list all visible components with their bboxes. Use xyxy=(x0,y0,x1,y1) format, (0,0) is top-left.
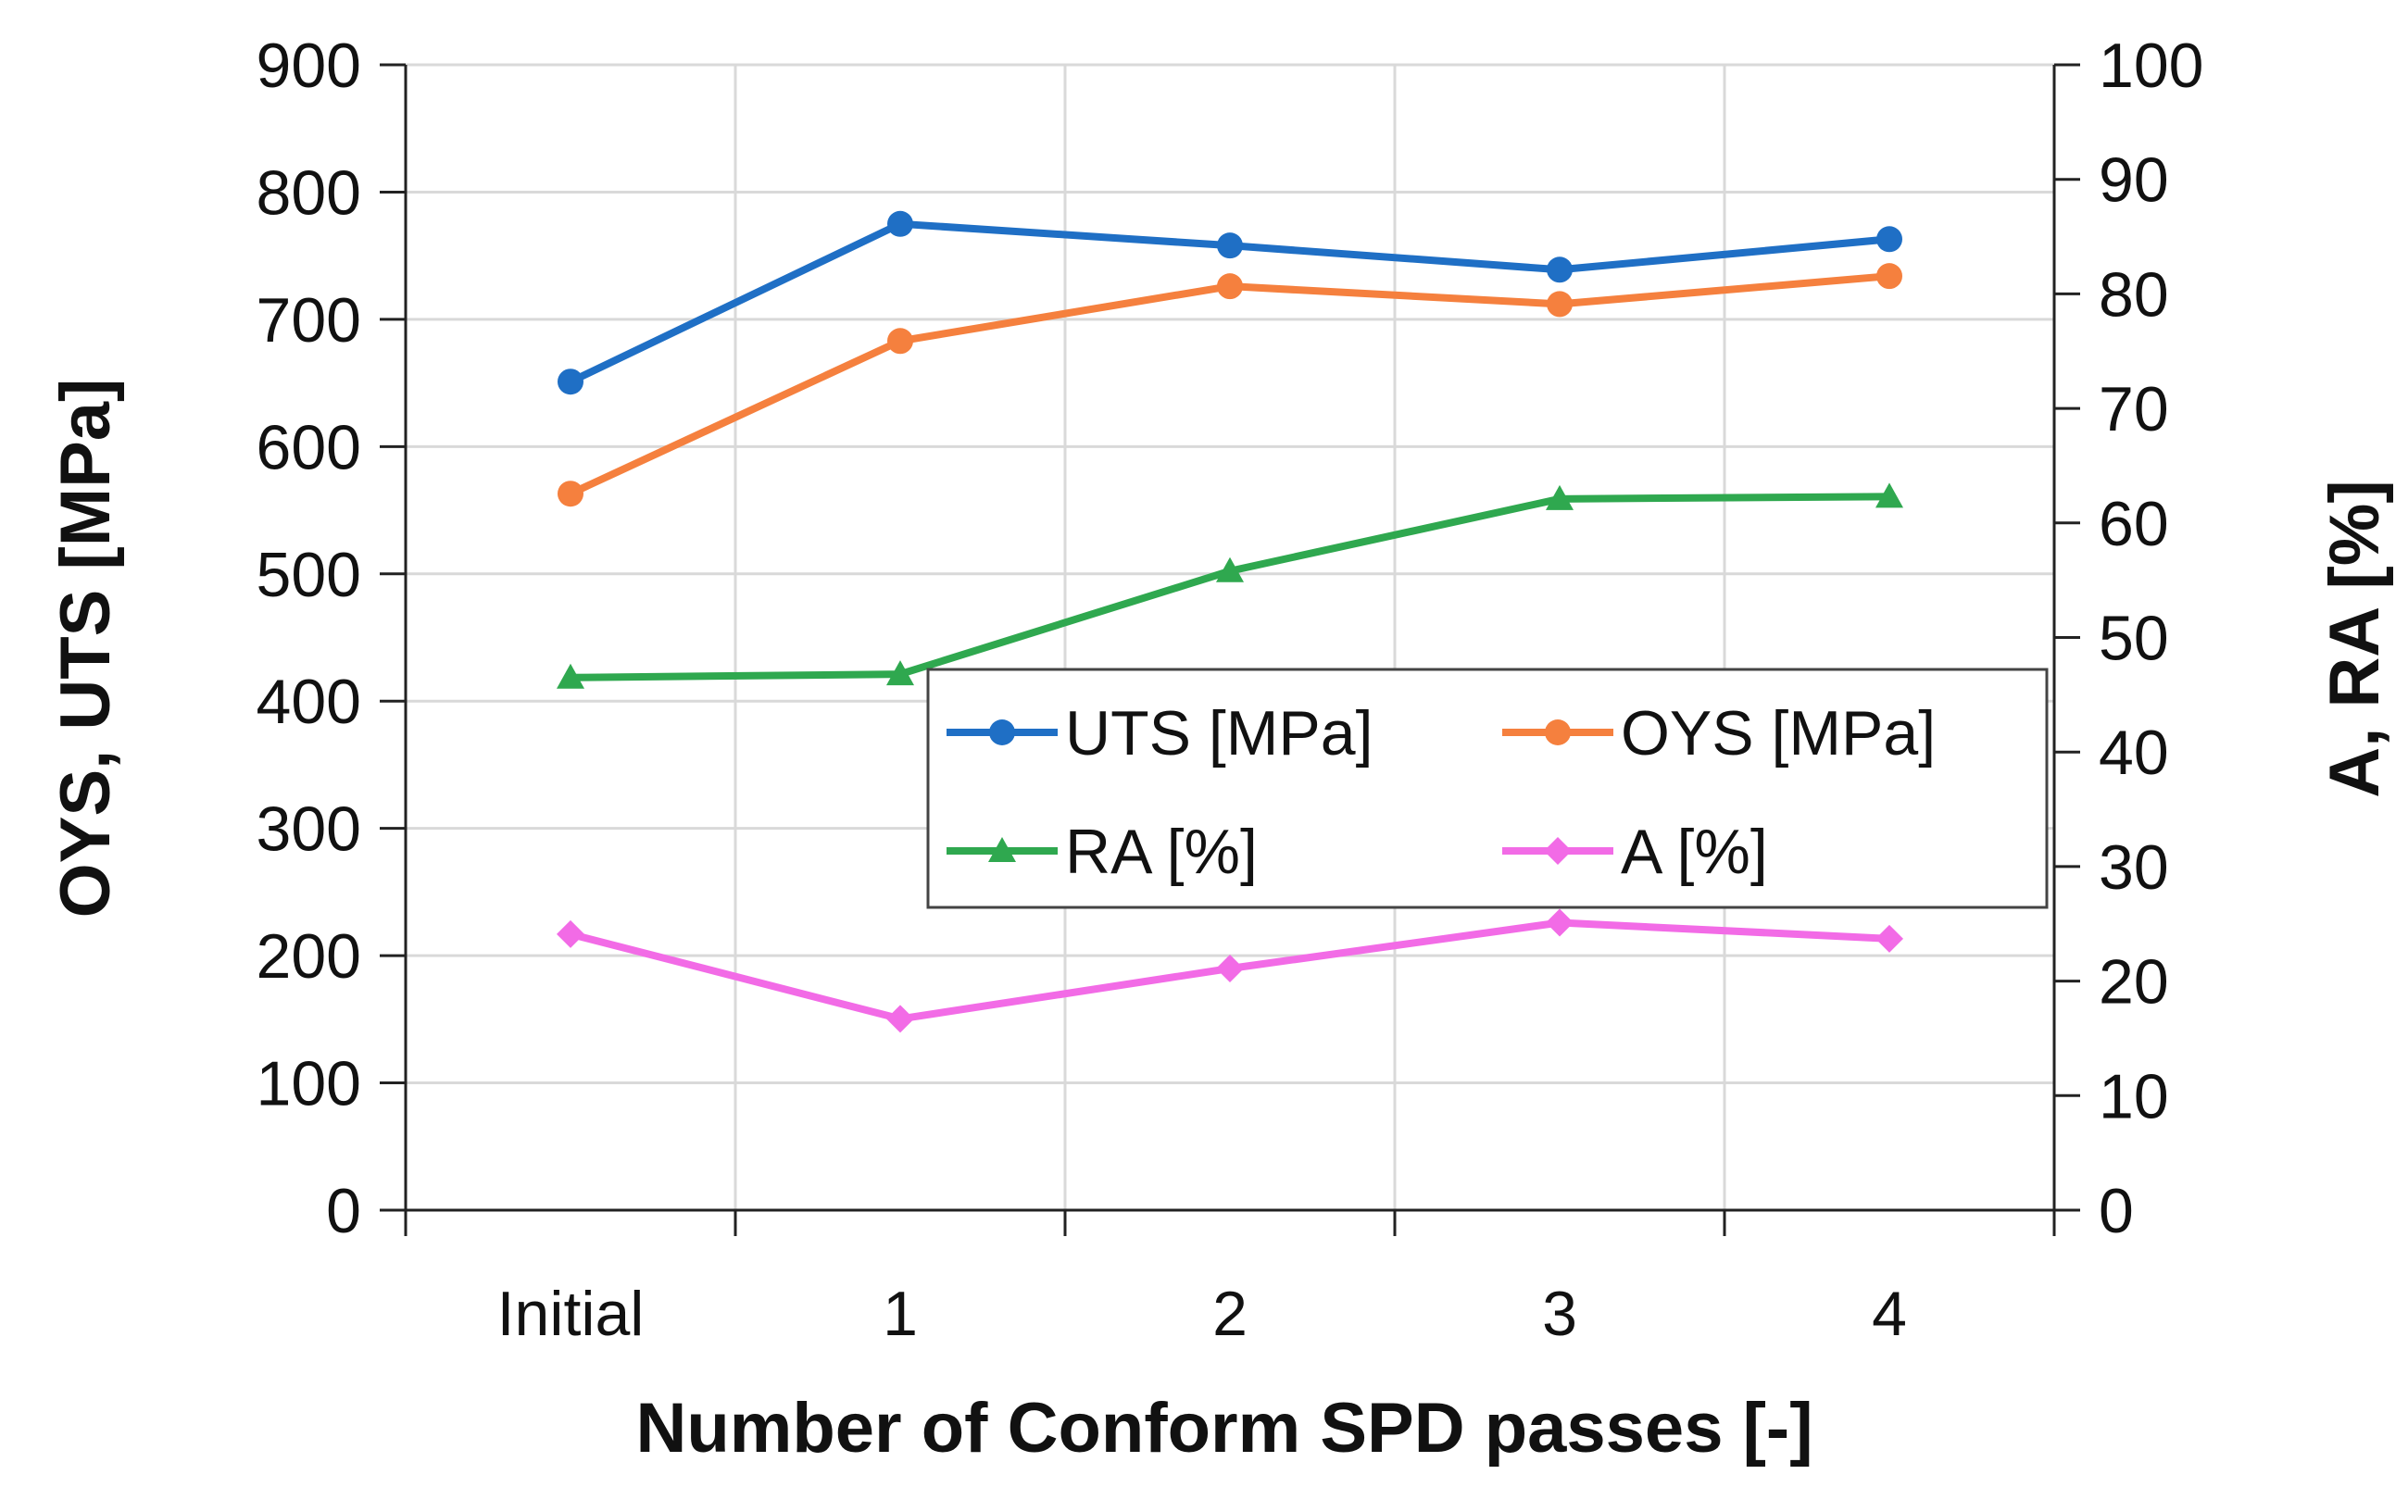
legend-item-oys: OYS [MPa] xyxy=(1502,698,1936,768)
data-point-ra xyxy=(886,660,914,686)
legend-marker xyxy=(988,837,1016,862)
data-point-ra xyxy=(557,663,584,689)
legend: UTS [MPa] OYS [MPa] RA [%] A [%] xyxy=(926,668,2049,909)
data-point-ra xyxy=(1216,556,1244,582)
left-tick-label: 0 xyxy=(326,1176,361,1246)
data-point-a xyxy=(1216,954,1244,982)
data-point-uts xyxy=(887,210,913,237)
data-point-uts xyxy=(1547,256,1573,283)
data-point-oys xyxy=(887,328,913,355)
left-tick-label: 200 xyxy=(257,921,361,992)
left-tick-label: 100 xyxy=(257,1049,361,1119)
y2-axis-title: A, RA [%] xyxy=(2315,480,2394,797)
right-tick-label: 70 xyxy=(2099,374,2169,444)
data-point-oys xyxy=(558,481,583,507)
x-tick-label: 3 xyxy=(1542,1279,1577,1349)
data-point-uts xyxy=(558,369,583,395)
series-a xyxy=(557,908,1903,1033)
left-tick-label: 900 xyxy=(257,31,361,101)
right-tick-label: 10 xyxy=(2099,1061,2169,1131)
legend-marker xyxy=(1544,837,1572,865)
series-layer xyxy=(557,210,1903,1033)
legend-item-uts: UTS [MPa] xyxy=(947,698,1373,768)
x-tick-label: 4 xyxy=(1872,1279,1907,1349)
x-axis-title: Number of Conform SPD passes [-] xyxy=(635,1389,1812,1468)
right-tick-label: 100 xyxy=(2099,31,2203,101)
data-point-a xyxy=(557,919,584,948)
left-tick-label: 800 xyxy=(257,157,361,228)
right-tick-label: 0 xyxy=(2099,1176,2134,1246)
series-line-oys xyxy=(569,272,1890,497)
legend-label: RA [%] xyxy=(1065,817,1258,887)
x-tick-label: 1 xyxy=(883,1279,918,1349)
data-point-uts xyxy=(1876,226,1902,253)
x-tick-label: 2 xyxy=(1212,1279,1248,1349)
legend-label: UTS [MPa] xyxy=(1065,698,1373,768)
x-axis-ticks: Initial 1 2 3 4 xyxy=(404,1210,2056,1349)
left-tick-label: 600 xyxy=(257,412,361,482)
y-axis-title: OYS, UTS [MPa] xyxy=(46,379,125,918)
left-tick-label: 400 xyxy=(257,667,361,737)
left-axis-ticks: 0 100 200 300 400 500 600 700 800 900 xyxy=(257,31,406,1246)
legend-item-a: A [%] xyxy=(1502,817,1768,887)
right-tick-label: 20 xyxy=(2099,947,2169,1018)
data-point-ra xyxy=(1875,482,1903,508)
right-tick-label: 50 xyxy=(2099,604,2169,674)
right-axis-ticks: 0 10 20 30 40 50 60 70 80 90 100 xyxy=(2054,31,2203,1246)
right-tick-label: 80 xyxy=(2099,259,2169,330)
data-point-a xyxy=(1875,924,1903,953)
left-tick-label: 300 xyxy=(257,794,361,865)
data-point-a xyxy=(1546,908,1574,937)
data-point-ra xyxy=(1546,484,1574,510)
left-tick-label: 500 xyxy=(257,540,361,610)
right-tick-label: 90 xyxy=(2099,145,2169,216)
series-line-ra xyxy=(570,493,1890,681)
data-point-oys xyxy=(1876,263,1902,290)
legend-box xyxy=(926,668,2049,909)
data-point-oys xyxy=(1547,291,1573,318)
legend-marker xyxy=(1545,719,1571,745)
series-oys xyxy=(558,263,1902,507)
series-uts xyxy=(558,210,1902,395)
x-tick-label: Initial xyxy=(497,1279,645,1349)
data-point-uts xyxy=(1217,232,1243,259)
legend-marker xyxy=(989,719,1015,745)
left-tick-label: 700 xyxy=(257,285,361,356)
legend-item-ra: RA [%] xyxy=(947,817,1258,887)
right-tick-label: 40 xyxy=(2099,718,2169,788)
data-point-oys xyxy=(1217,273,1243,300)
data-point-a xyxy=(886,1005,914,1033)
legend-label: OYS [MPa] xyxy=(1621,698,1936,768)
legend-label: A [%] xyxy=(1621,817,1768,887)
right-tick-label: 60 xyxy=(2099,489,2169,559)
series-ra xyxy=(557,482,1903,689)
right-tick-label: 30 xyxy=(2099,832,2169,903)
